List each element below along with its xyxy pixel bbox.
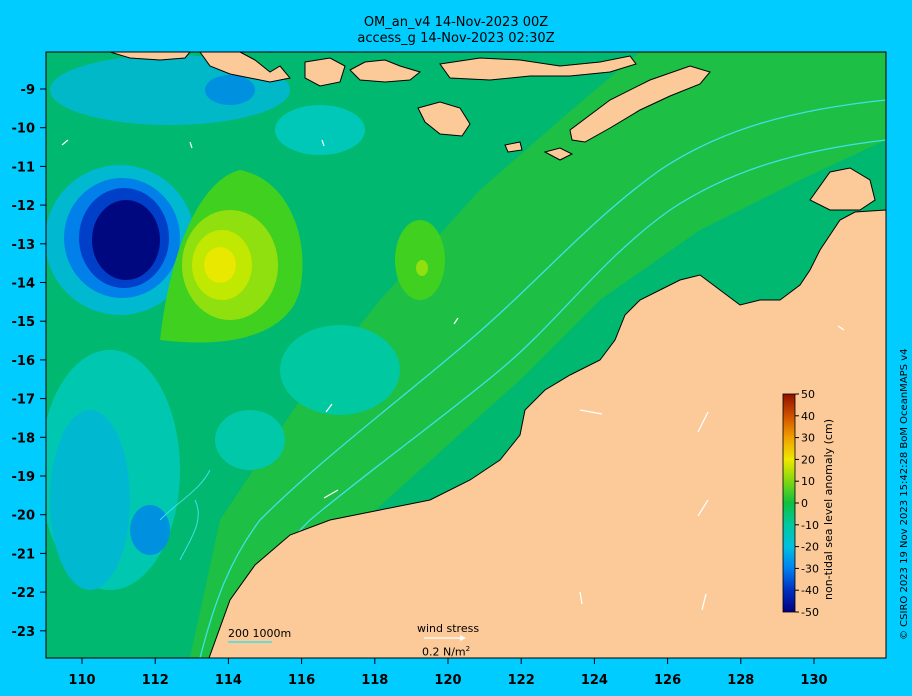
wind-arrow (697, 499, 709, 517)
wind-arrow (579, 591, 583, 605)
colorbar-tick-label: -20 (801, 541, 819, 554)
wind-arrow (453, 317, 459, 325)
x-tick-label: 126 (654, 673, 681, 688)
y-tick-label: -9 (21, 83, 35, 98)
anomaly-patch-east-high (395, 220, 445, 300)
y-tick-label: -19 (12, 470, 36, 485)
y-tick-label: -15 (12, 315, 36, 330)
wind-arrow (837, 325, 845, 331)
x-tick-label: 130 (800, 673, 827, 688)
y-axis: -9 -10 -11 -12 -13 -14 -15 -16 -17 -18 -19 -20 -21 -2… (12, 83, 46, 640)
x-tick-label: 116 (288, 673, 315, 688)
bathy-contour-seamount (159, 469, 211, 561)
eddy-low-core (92, 200, 160, 280)
map-frame (45, 51, 887, 659)
wind-legend-scale: 0.2 N/m2 (422, 645, 470, 659)
x-tick-label: 122 (508, 673, 535, 688)
landmass-island-1 (199, 52, 291, 83)
x-tick-label: 128 (727, 673, 754, 688)
y-tick-label: -14 (12, 277, 36, 292)
y-tick-label: -17 (12, 393, 36, 408)
x-tick-label: 124 (581, 673, 608, 688)
x-axis: 110 112 114 116 118 120 122 124 126 128 130 (68, 658, 828, 688)
landmass-island-4 (439, 55, 637, 81)
landmass-island-2 (304, 57, 346, 87)
landmass-island-3 (349, 59, 422, 83)
colorbar-tick-label: -40 (801, 584, 819, 597)
shelf-zone (190, 52, 886, 658)
wind-arrow (579, 409, 603, 415)
colorbar-tick-label: -30 (801, 562, 819, 575)
colorbar-label: non-tidal sea level anomaly (cm) (822, 419, 835, 600)
anomaly-patch-north (275, 105, 365, 155)
anomaly-patch-west-inner (50, 410, 130, 590)
y-tick-label: -21 (12, 547, 36, 562)
y-tick-label: -22 (12, 586, 36, 601)
colorbar-tick-label: -10 (801, 519, 819, 532)
anomaly-patch-central2 (215, 410, 285, 470)
anomaly-patch-small (130, 505, 170, 555)
wind-arrow (189, 141, 193, 149)
colorbar-ticks: 50 40 30 20 10 0 -10 -20 -30 -40 -50 (795, 388, 819, 619)
x-tick-label: 118 (361, 673, 388, 688)
wind-scale-sup: 2 (465, 645, 471, 653)
wind-arrow (321, 139, 325, 147)
landmass-australia (208, 209, 886, 658)
colorbar-tick-label: 20 (801, 453, 815, 466)
eddy-high-core (204, 247, 236, 283)
colorbar-tick-label: 30 (801, 432, 815, 445)
y-tick-label: -18 (12, 431, 36, 446)
anomaly-patch-north-blue (205, 75, 255, 105)
x-tick-label: 120 (434, 673, 461, 688)
y-tick-label: -23 (12, 625, 36, 640)
wind-stress-arrows (61, 139, 845, 611)
y-tick-label: -20 (12, 509, 36, 524)
landmass-peninsula (809, 167, 876, 211)
y-tick-label: -11 (12, 160, 36, 175)
colorbar-tick-label: 40 (801, 410, 815, 423)
wind-legend-title: wind stress (417, 622, 480, 635)
colorbar (782, 393, 796, 613)
colorbar-tick-label: 0 (801, 497, 808, 510)
x-tick-label: 110 (68, 673, 95, 688)
anomaly-patch-east-core (416, 260, 428, 276)
colorbar-tick-label: 50 (801, 388, 815, 401)
y-tick-label: -13 (12, 238, 36, 253)
anomaly-patch-central (280, 325, 400, 415)
x-tick-label: 114 (215, 673, 242, 688)
colorbar-tick-label: 10 (801, 475, 815, 488)
y-tick-label: -16 (12, 354, 36, 369)
bathy-contour-1000m (199, 99, 886, 658)
landmass-island-rote (543, 147, 574, 161)
wind-arrow (697, 411, 709, 433)
wind-scale-arrowhead (460, 635, 466, 641)
wind-scale-text: 0.2 N/m (422, 645, 466, 659)
map-title-line1: OM_an_v4 14-Nov-2023 00Z (363, 15, 549, 30)
landmass-island-sawu (504, 141, 523, 153)
map-title-line2: access_g 14-Nov-2023 02:30Z (357, 31, 555, 46)
y-tick-label: -10 (12, 122, 36, 137)
wind-arrow (325, 403, 333, 413)
credit-text: © CSIRO 2023 19 Nov 2023 15:42:28 BoM Oc… (899, 348, 910, 640)
wind-arrow (323, 489, 339, 499)
x-tick-label: 112 (142, 673, 169, 688)
landmass-island-sumba (417, 101, 471, 137)
colorbar-tick-label: -50 (801, 606, 819, 619)
map-area (46, 52, 886, 658)
y-tick-label: -12 (12, 199, 36, 214)
wind-arrow (61, 139, 69, 146)
landmass-island-timor (569, 65, 711, 143)
landmass-island-west (109, 52, 191, 61)
wind-arrow (701, 593, 707, 611)
bathy-legend-label: 200 1000m (228, 627, 292, 640)
